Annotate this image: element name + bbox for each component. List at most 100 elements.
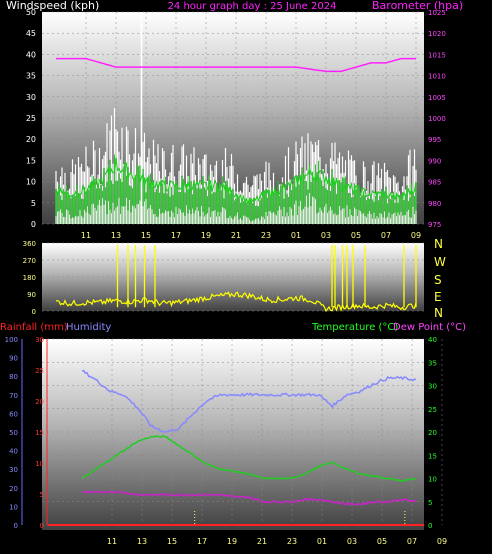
legend-dewpoint: Dew Point (°C) (393, 322, 466, 333)
temp-x-tick-label: 15 (167, 537, 177, 546)
direction-y-tick-label: 180 (23, 274, 36, 282)
barometer-y-tick-label: 1025 (428, 9, 446, 17)
humidity-y-tick-label: 90 (9, 355, 18, 363)
wind-chart-series (55, 12, 417, 224)
temp-x-tick-label: 17 (197, 537, 207, 546)
humidity-y-tick-label: 20 (9, 485, 18, 493)
legend-rainfall: Rainfall (mm) (0, 322, 68, 333)
rain-y-tick-label: 30 (35, 336, 44, 344)
temp-x-tick-label: 07 (407, 537, 417, 546)
barometer-y-tick-label: 1005 (428, 94, 446, 102)
wind-x-tick-label: 19 (201, 231, 211, 240)
rain-y-tick-label: 15 (35, 429, 44, 437)
wind-y-tick-label: 30 (26, 93, 36, 102)
temp-y-tick-label: 5 (428, 499, 432, 507)
wind-chart-title-center: 24 hour graph day : 25 June 2024 (168, 1, 337, 12)
temp-y-tick-label: 25 (428, 406, 437, 414)
temperature-line (81, 435, 417, 483)
wind-x-tick-label: 23 (261, 231, 271, 240)
rain-y-tick-label: 25 (35, 367, 44, 375)
humidity-y-tick-label: 60 (9, 410, 18, 418)
wind-x-tick-label: 13 (111, 231, 121, 240)
wind-x-tick-label: 11 (81, 231, 91, 240)
temp-y-tick-label: 0 (428, 522, 432, 530)
direction-y-tick-label: 270 (23, 257, 36, 265)
direction-chart-grid (42, 242, 424, 312)
barometer-line (56, 57, 416, 73)
temp-x-tick-label: 21 (257, 537, 267, 546)
barometer-y-tick-label: 975 (428, 221, 441, 229)
humidity-y-tick-label: 30 (9, 466, 18, 474)
wind-x-tick-label: 03 (321, 231, 331, 240)
legend-temperature: Temperature (°C) (311, 322, 398, 333)
humidity-line (81, 369, 417, 434)
temp-x-tick-label: 03 (347, 537, 357, 546)
wind-direction-line (55, 291, 417, 313)
wind-x-tick-label: 17 (171, 231, 181, 240)
wind-x-tick-label: 15 (141, 231, 151, 240)
wind-chart-title-left: Windspeed (kph) (6, 0, 99, 12)
direction-y-tick-label: 90 (27, 291, 36, 299)
barometer-y-tick-label: 1010 (428, 73, 446, 81)
temperature-chart-panel (42, 339, 424, 530)
temp-y-tick-label: 15 (428, 452, 437, 460)
rain-y-tick-label: 5 (40, 491, 44, 499)
wind-y-tick-label: 25 (26, 114, 36, 123)
temp-y-tick-label: 20 (428, 429, 437, 437)
humidity-y-tick-label: 80 (9, 373, 18, 381)
compass-label-e: E (434, 290, 442, 304)
temperature-chart-series (48, 369, 424, 526)
wind-x-tick-label: 05 (351, 231, 361, 240)
barometer-y-tick-label: 980 (428, 200, 441, 208)
temperature-chart-grid (21, 338, 443, 526)
wind-x-tick-label: 01 (291, 231, 301, 240)
wind-y-tick-label: 20 (26, 135, 36, 144)
humidity-y-tick-label: 0 (14, 522, 18, 530)
temp-y-tick-label: 35 (428, 359, 437, 367)
wind-chart-title-right: Barometer (hpa) (372, 0, 463, 12)
compass-labels: N W S E N (434, 237, 446, 320)
rain-y-tick-label: 0 (40, 522, 44, 530)
temp-x-tick-label: 05 (377, 537, 387, 546)
temp-x-tick-label: 09 (437, 537, 447, 546)
wind-y-tick-label: 45 (26, 29, 36, 38)
wind-y-tick-label: 40 (26, 50, 36, 59)
temp-y-tick-label: 40 (428, 336, 437, 344)
barometer-y-tick-label: 1015 (428, 51, 446, 59)
temp-y-tick-label: 10 (428, 476, 437, 484)
temp-x-tick-label: 23 (287, 537, 297, 546)
temp-x-tick-label: 19 (227, 537, 237, 546)
temp-x-tick-label: 11 (107, 537, 117, 546)
wind-x-tick-label: 09 (411, 231, 421, 240)
wind-y-tick-label: 0 (31, 220, 36, 229)
compass-label-s: S (434, 273, 442, 287)
legend-humidity: Humidity (66, 322, 111, 333)
humidity-y-tick-label: 10 (9, 503, 18, 511)
wind-average-line (55, 157, 417, 206)
dewpoint-line (81, 490, 417, 506)
barometer-y-tick-label: 985 (428, 179, 441, 187)
direction-chart-series (55, 244, 417, 313)
barometer-y-tick-label: 1020 (428, 30, 446, 38)
humidity-y-tick-label: 50 (9, 429, 18, 437)
barometer-y-tick-label: 995 (428, 136, 441, 144)
temp-y-tick-label: 30 (428, 383, 437, 391)
compass-label-w: W (434, 255, 446, 269)
wind-y-tick-label: 10 (26, 178, 36, 187)
wind-y-tick-label: 35 (26, 72, 36, 81)
rain-y-tick-label: 10 (35, 460, 44, 468)
direction-y-tick-label: 360 (23, 240, 36, 248)
wind-y-tick-label: 15 (26, 156, 36, 165)
temp-x-tick-label: 13 (137, 537, 147, 546)
barometer-y-tick-label: 990 (428, 157, 441, 165)
temp-x-tick-label: 01 (317, 537, 327, 546)
humidity-y-tick-label: 70 (9, 392, 18, 400)
rain-y-tick-label: 20 (35, 398, 44, 406)
axis-ticks: 0510152025303540455097598098599099510001… (5, 8, 447, 546)
wind-x-tick-label: 07 (381, 231, 391, 240)
direction-y-tick-label: 0 (32, 308, 36, 316)
humidity-y-tick-label: 40 (9, 448, 18, 456)
wind-x-tick-label: 21 (231, 231, 241, 240)
compass-label-n-top: N (434, 237, 443, 251)
